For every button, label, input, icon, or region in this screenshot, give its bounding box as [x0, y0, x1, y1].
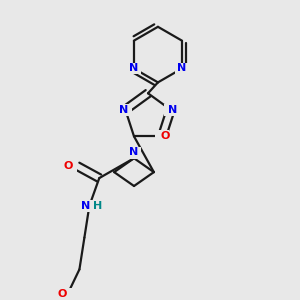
Bar: [175, 62, 189, 74]
Bar: [61, 160, 77, 172]
Text: N: N: [168, 105, 177, 115]
Text: N: N: [119, 105, 128, 115]
Bar: [155, 130, 169, 142]
Bar: [127, 147, 141, 159]
Text: N: N: [129, 147, 139, 157]
Bar: [55, 288, 73, 300]
Text: N: N: [129, 64, 139, 74]
Bar: [118, 104, 132, 116]
Text: H: H: [93, 201, 102, 211]
Bar: [127, 62, 141, 74]
Text: O: O: [64, 161, 73, 171]
Text: O: O: [160, 131, 170, 141]
Bar: [80, 200, 99, 212]
Text: N: N: [81, 201, 90, 211]
Text: O: O: [58, 289, 67, 299]
Bar: [164, 104, 178, 116]
Text: N: N: [177, 64, 187, 74]
